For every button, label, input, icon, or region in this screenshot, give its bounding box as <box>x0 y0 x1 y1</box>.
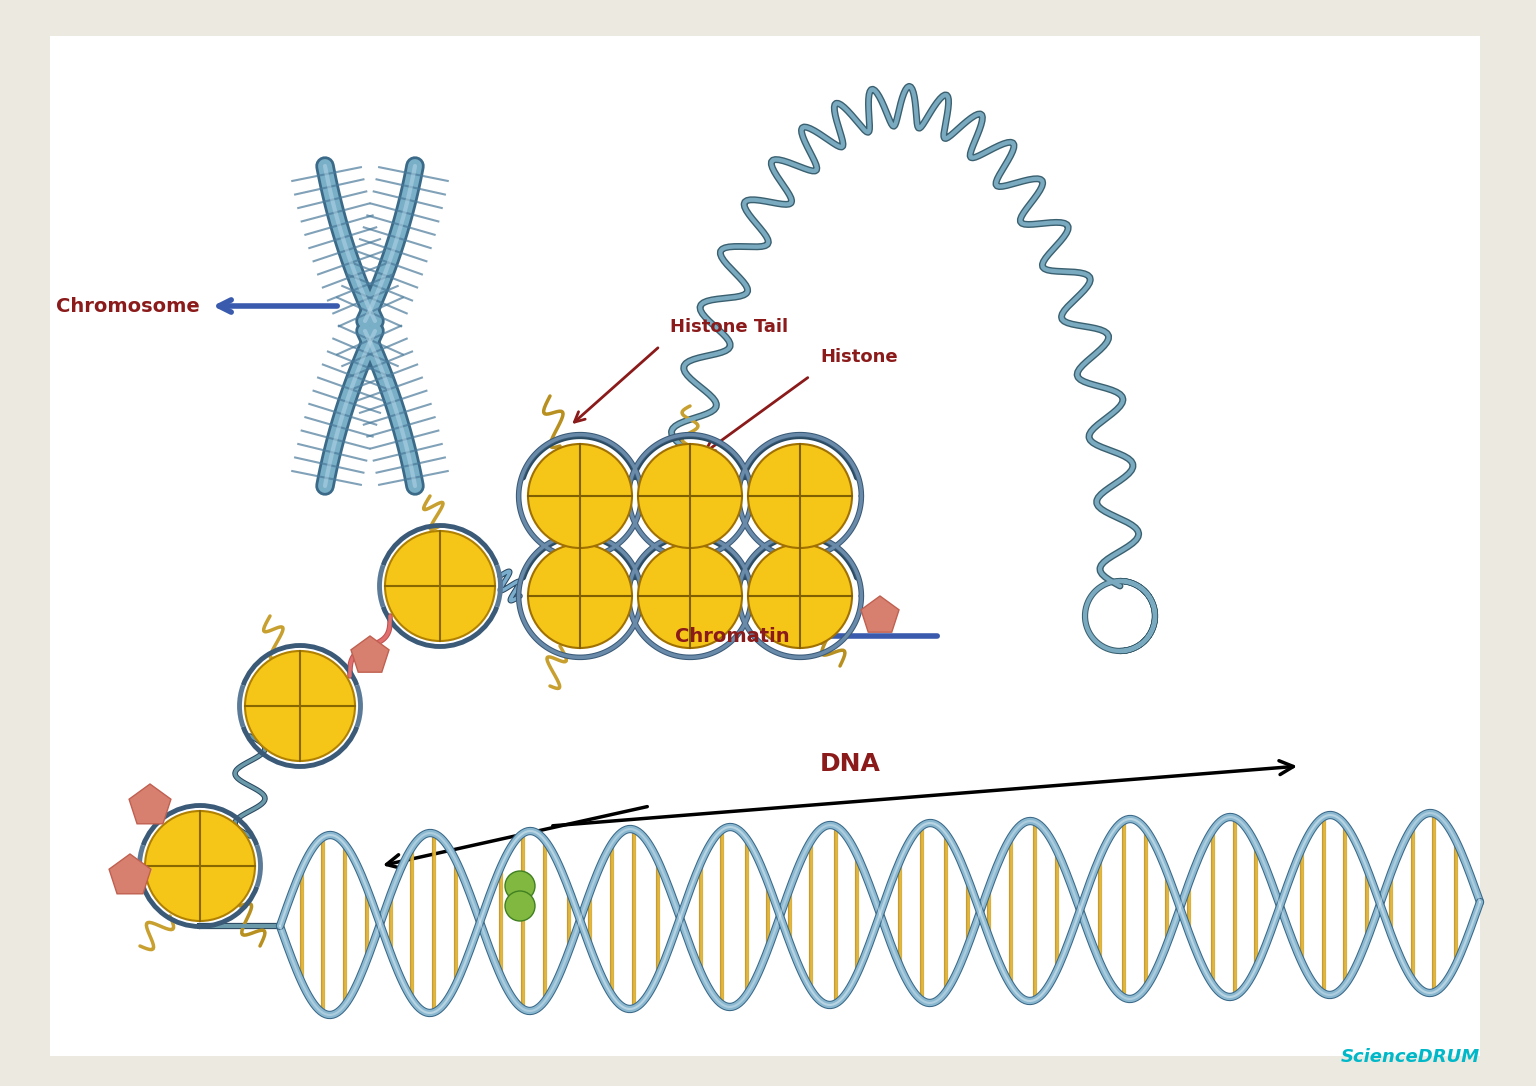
Text: Histone Tail: Histone Tail <box>670 318 788 336</box>
Circle shape <box>748 544 852 648</box>
FancyBboxPatch shape <box>51 36 1481 1056</box>
Text: Chromatin: Chromatin <box>676 627 790 645</box>
Circle shape <box>637 444 742 548</box>
Polygon shape <box>352 636 389 672</box>
Circle shape <box>505 871 535 901</box>
Circle shape <box>637 544 742 648</box>
Circle shape <box>246 651 355 761</box>
Text: Chromosome: Chromosome <box>57 296 200 316</box>
Polygon shape <box>129 784 170 824</box>
Text: Histone: Histone <box>820 348 897 366</box>
Circle shape <box>748 444 852 548</box>
Text: ScienceDRUM: ScienceDRUM <box>1341 1048 1481 1066</box>
Text: DNA: DNA <box>820 752 880 776</box>
Polygon shape <box>862 596 899 632</box>
Circle shape <box>528 544 631 648</box>
Circle shape <box>505 891 535 921</box>
Circle shape <box>528 444 631 548</box>
Polygon shape <box>109 854 151 894</box>
Circle shape <box>386 531 495 641</box>
Circle shape <box>144 811 255 921</box>
